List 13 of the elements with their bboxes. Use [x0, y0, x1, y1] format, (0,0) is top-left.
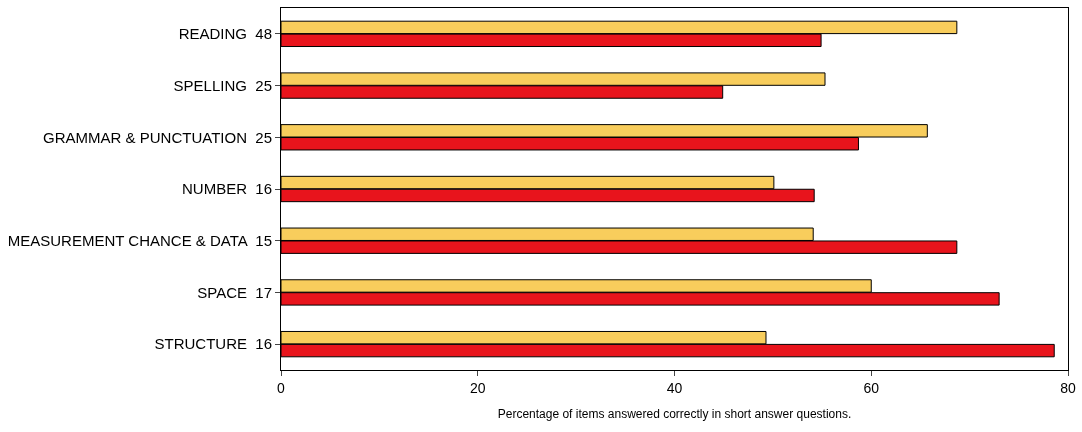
x-axis-title: Percentage of items answered correctly in short answer questions. [497, 406, 852, 421]
y-tick-label: STRUCTURE 16 [154, 335, 272, 353]
y-tick-label: NUMBER 16 [181, 180, 272, 198]
x-tick-label: 80 [1060, 379, 1076, 396]
y-tick-label: SPELLING 25 [173, 76, 272, 94]
y-tick-label: GRAMMAR & PUNCTUATION 25 [43, 128, 272, 146]
y-tick-label: READING 48 [178, 25, 272, 43]
y-tick-label: SPACE 17 [197, 283, 272, 301]
x-tick-label: 60 [863, 379, 880, 396]
y-tick-label: MEASUREMENT CHANCE & DATA 15 [7, 231, 272, 249]
x-tick-label: 0 [277, 379, 286, 396]
x-tick-label: 40 [666, 379, 683, 396]
x-tick-label: 20 [469, 379, 486, 396]
